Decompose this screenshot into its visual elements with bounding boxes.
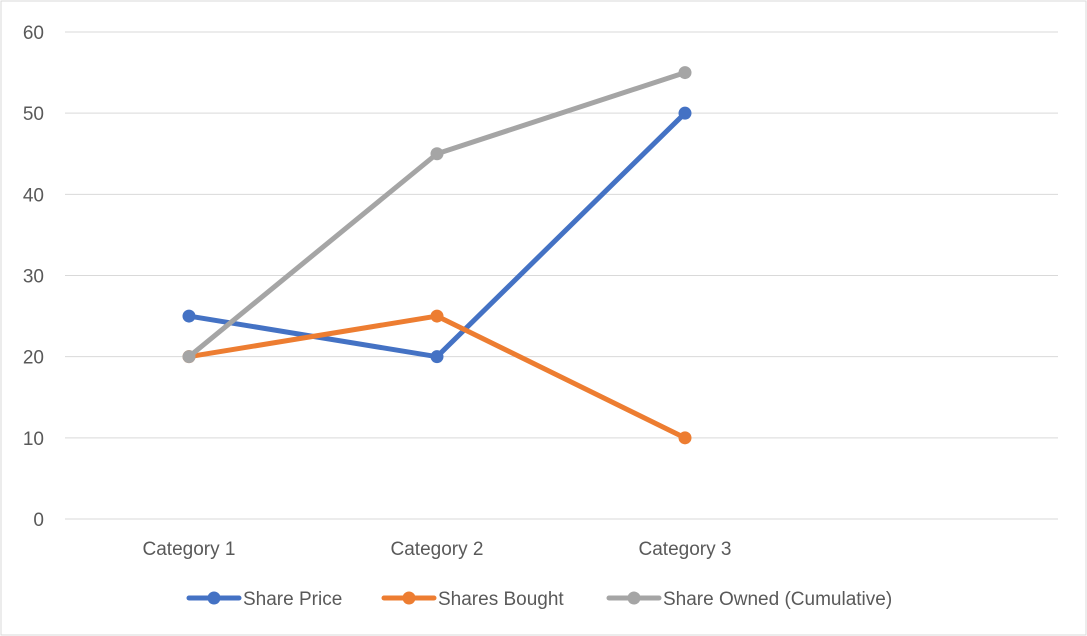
x-axis-ticks: Category 1 Category 2 Category 3 — [143, 539, 732, 560]
legend-label: Shares Bought — [438, 589, 564, 610]
x-tick-label: Category 2 — [391, 539, 484, 560]
legend-item: Share Price — [186, 589, 342, 610]
series-lines — [182, 66, 692, 445]
data-point — [430, 147, 444, 161]
legend-swatch-marker — [207, 591, 221, 605]
y-tick-label: 20 — [23, 348, 44, 369]
y-tick-label: 50 — [23, 104, 44, 125]
series-0 — [182, 106, 692, 364]
legend: Share Price Shares Bought Share Owned (Cum… — [186, 589, 892, 610]
legend-swatch-marker — [402, 591, 416, 605]
data-point — [430, 350, 444, 364]
series-2 — [182, 66, 692, 364]
data-point — [678, 431, 692, 445]
data-point — [430, 309, 444, 323]
y-axis-ticks: 0 10 20 30 40 50 60 — [23, 23, 44, 531]
y-tick-label: 0 — [33, 510, 44, 531]
legend-swatch-marker — [627, 591, 641, 605]
legend-label: Share Price — [243, 589, 342, 610]
y-tick-label: 40 — [23, 185, 44, 206]
x-tick-label: Category 3 — [639, 539, 732, 560]
data-point — [678, 106, 692, 120]
x-tick-label: Category 1 — [143, 539, 236, 560]
data-point — [678, 66, 692, 80]
legend-item: Share Owned (Cumulative) — [606, 589, 892, 610]
legend-label: Share Owned (Cumulative) — [663, 589, 892, 610]
y-tick-label: 60 — [23, 23, 44, 44]
data-point — [182, 309, 196, 323]
data-point — [182, 350, 196, 364]
y-tick-label: 30 — [23, 267, 44, 288]
legend-item: Shares Bought — [381, 589, 564, 610]
y-tick-label: 10 — [23, 429, 44, 450]
